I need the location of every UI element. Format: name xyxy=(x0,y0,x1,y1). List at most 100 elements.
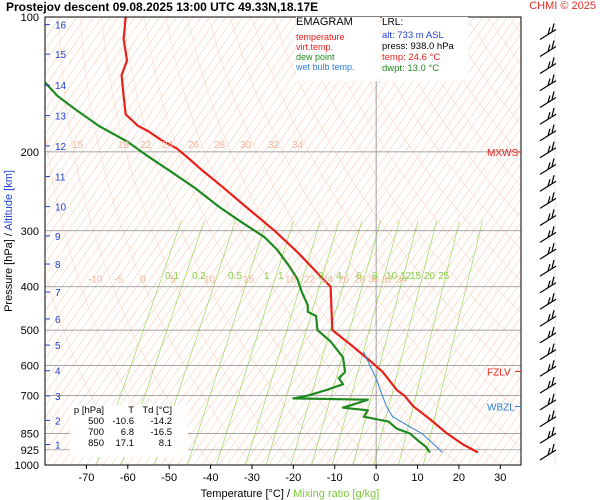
isotherm-line xyxy=(525,17,600,465)
barb-flag xyxy=(547,297,551,305)
header-dewpoint: Td [°C] xyxy=(142,405,172,416)
mixing-ratio-label: 12 xyxy=(400,271,412,282)
barb-flag xyxy=(547,61,551,69)
altitude-tick-label: 12 xyxy=(55,142,67,153)
wind-barb xyxy=(539,376,557,394)
dry-adiabat xyxy=(551,17,600,465)
isotherm-label: 18 xyxy=(118,140,130,151)
isotherm-line xyxy=(69,17,384,465)
labels-layer: Temperature [°C] / Mixing ratio [g/kg] Pr… xyxy=(3,140,521,500)
barb-flag xyxy=(551,276,555,285)
isotherm-label: 32 xyxy=(268,140,280,151)
isotherm-label: 28 xyxy=(214,140,226,151)
isotherm-line xyxy=(433,340,521,465)
wind-barb xyxy=(539,443,557,461)
wind-barb xyxy=(539,74,557,92)
isotherm-line xyxy=(168,17,484,465)
altitude-tick-label: 3 xyxy=(55,392,61,403)
isotherm-line xyxy=(45,17,252,312)
isotherm-line xyxy=(284,127,521,465)
isotherm-line xyxy=(45,17,119,123)
isotherm-line xyxy=(185,17,500,465)
pressure-tick-label: 600 xyxy=(21,361,39,373)
cell-temp: 17.1 xyxy=(115,438,135,449)
isotherm-line xyxy=(375,257,521,465)
isotherm-line xyxy=(466,387,521,465)
dry-adiabat xyxy=(251,17,521,414)
isotherm-line xyxy=(45,17,268,336)
lrl-dewpoint: dwpt: 13.0 °C xyxy=(382,63,440,74)
isotherm-line xyxy=(425,328,521,465)
isotherm-line xyxy=(45,17,351,454)
isotherm-label: 10 xyxy=(204,275,216,286)
barb-flag xyxy=(547,380,551,389)
isotherm-line xyxy=(45,17,144,159)
isotherm-line xyxy=(45,17,326,419)
isotherm-line xyxy=(384,269,521,465)
isotherm-line xyxy=(45,17,318,407)
wind-barb xyxy=(539,393,557,411)
wind-barb xyxy=(539,310,557,327)
isotherm-line xyxy=(392,281,521,465)
altitude-tick-label: 7 xyxy=(55,288,61,299)
x-tick-label: -70 xyxy=(78,472,94,484)
isotherm-line xyxy=(135,17,450,465)
barb-flag xyxy=(547,447,551,456)
barb-flag xyxy=(551,343,555,352)
dry-adiabat xyxy=(530,17,600,465)
mixing-ratio-label: 6 xyxy=(356,271,362,282)
isotherm-line xyxy=(567,17,600,465)
isotherm-line xyxy=(475,399,521,465)
isotherm-line xyxy=(342,210,521,465)
barb-flag xyxy=(547,246,551,255)
mixing-ratio-line xyxy=(398,220,460,465)
mixing-ratio-label: 8 xyxy=(372,271,378,282)
pressure-tick-label: 700 xyxy=(21,391,39,403)
barb-flag xyxy=(551,259,555,269)
wind-barb xyxy=(539,360,557,377)
barb-flag xyxy=(551,376,555,386)
barb-flag xyxy=(551,226,555,235)
marker-wbzl: WBZL xyxy=(487,402,515,413)
isotherm-line xyxy=(558,17,600,465)
isotherm-line xyxy=(45,17,277,348)
mixing-ratio-label: 1 xyxy=(264,271,270,282)
isotherm-line xyxy=(367,245,521,465)
altitude-tick-label: 15 xyxy=(55,50,67,61)
barb-flag xyxy=(551,74,555,83)
mixing-ratio-label: 10 xyxy=(386,271,398,282)
pressure-tick-label: 100 xyxy=(21,12,39,24)
mixing-ratio-label: 0.2 xyxy=(192,271,206,282)
isotherm-label: 30 xyxy=(368,275,380,286)
dry-adiabat xyxy=(465,17,521,96)
isotherm-label: 24 xyxy=(322,275,334,286)
mixing-ratio-line xyxy=(423,220,483,465)
mixing-ratio-label: 25 xyxy=(438,271,450,282)
isotherm-line xyxy=(550,17,600,465)
barb-flag xyxy=(547,27,551,35)
isotherm-line xyxy=(516,458,521,465)
isotherm-label: 22 xyxy=(304,275,316,286)
x-tick-label: -30 xyxy=(244,472,260,484)
dry-adiabat xyxy=(358,17,521,250)
cell-dewpoint: -16.5 xyxy=(150,427,172,438)
isotherm-line xyxy=(317,174,521,465)
dry-adiabat xyxy=(79,17,253,465)
isotherm-line xyxy=(45,17,111,111)
wind-barb xyxy=(539,242,557,260)
wind-barb xyxy=(539,40,557,58)
cell-dewpoint: -14.2 xyxy=(150,416,172,427)
barb-flag xyxy=(547,431,551,439)
isotherm-line xyxy=(177,17,492,465)
y-axis-title: Pressure [hPa] / Altitude [km] xyxy=(3,170,15,312)
dry-adiabat xyxy=(508,17,521,35)
isotherm-line xyxy=(45,17,128,135)
dry-adiabat xyxy=(272,17,521,380)
dry-adiabat xyxy=(315,17,521,314)
isotherm-line xyxy=(61,17,376,465)
mixing-ratio-label: 3 xyxy=(318,271,324,282)
barb-flag xyxy=(547,162,551,170)
mixing-ratio-line xyxy=(216,220,294,465)
cell-temp: 6.8 xyxy=(120,427,134,438)
mixing-ratio-line xyxy=(331,220,400,465)
